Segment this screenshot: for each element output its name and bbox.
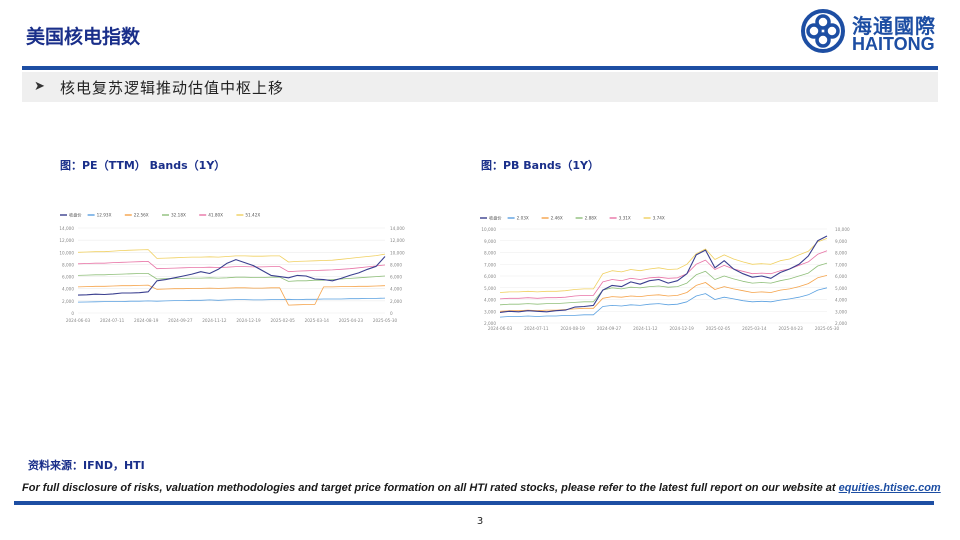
y-tick-label-left: 14,000 bbox=[59, 226, 74, 231]
y-tick-label-right: 14,000 bbox=[390, 226, 405, 231]
series-line-2.46X bbox=[499, 275, 828, 312]
y-tick-label-left: 10,000 bbox=[481, 227, 496, 232]
section-heading: 核电复苏逻辑推动估值中枢上移 bbox=[60, 79, 285, 97]
legend-label: 2.46X bbox=[551, 216, 563, 221]
y-tick-label-left: 9,000 bbox=[484, 239, 496, 244]
x-tick-label: 2025-05-30 bbox=[815, 326, 840, 331]
series-line-41.80X bbox=[77, 261, 386, 273]
x-tick-label: 2024-11-12 bbox=[633, 326, 658, 331]
x-tick-label: 2025-02-05 bbox=[706, 326, 731, 331]
legend-label: 32.18X bbox=[171, 213, 186, 218]
y-tick-label-right: 4,000 bbox=[835, 298, 847, 303]
series-line-收盘价 bbox=[499, 235, 828, 313]
x-tick-label: 2024-06-03 bbox=[488, 326, 513, 331]
disclaimer: For full disclosure of risks, valuation … bbox=[22, 482, 941, 494]
y-tick-label-left: 6,000 bbox=[484, 274, 496, 279]
series-line-22.56X bbox=[77, 284, 386, 306]
y-tick-label-right: 7,000 bbox=[835, 262, 847, 267]
y-tick-label-left: 8,000 bbox=[484, 251, 496, 256]
y-tick-label-left: 3,000 bbox=[484, 309, 496, 314]
y-tick-label-right: 10,000 bbox=[390, 250, 405, 255]
logo-cn-text: 海通國際 bbox=[852, 14, 936, 38]
legend-label: 3.31X bbox=[619, 216, 631, 221]
disclaimer-text: For full disclosure of risks, valuation … bbox=[22, 482, 836, 494]
y-tick-label-right: 2,000 bbox=[835, 321, 847, 326]
series-line-51.42X bbox=[77, 249, 386, 263]
page-number: 3 bbox=[476, 516, 484, 527]
y-tick-label-right: 2,000 bbox=[390, 299, 402, 304]
legend-label: 收盘价 bbox=[489, 215, 502, 222]
y-tick-label-right: 3,000 bbox=[835, 309, 847, 314]
pb-chart-caption: 图：PB Bands（1Y） bbox=[481, 159, 599, 172]
y-tick-label-left: 4,000 bbox=[62, 287, 74, 292]
arrow-bullet-icon: ➤ bbox=[34, 79, 45, 94]
y-tick-label-left: 12,000 bbox=[59, 238, 74, 243]
x-tick-label: 2024-06-03 bbox=[66, 318, 91, 323]
logo-en-text: HAITONG bbox=[852, 34, 935, 54]
pb-bands-chart: 2,000 2,000 3,000 3,000 4,000 4,000 5,000 5,000… bbox=[480, 215, 850, 331]
y-tick-label-left: 10,000 bbox=[59, 250, 74, 255]
legend-label: 41.80X bbox=[208, 213, 223, 218]
footer-divider bbox=[14, 501, 934, 505]
y-tick-label-right: 4,000 bbox=[390, 287, 402, 292]
y-tick-label-left: 0 bbox=[71, 311, 74, 316]
pe-bands-chart: 0 0 2,000 2,000 4,000 4,000 6,000 6,000 8,000 8,0… bbox=[59, 212, 405, 324]
x-tick-label: 2024-12-19 bbox=[236, 318, 261, 323]
x-tick-label: 2025-05-30 bbox=[373, 318, 398, 323]
x-tick-label: 2025-04-23 bbox=[339, 318, 364, 323]
x-tick-label: 2025-03-14 bbox=[742, 326, 767, 331]
series-line-12.93X bbox=[77, 297, 386, 303]
legend-label: 12.93X bbox=[97, 213, 112, 218]
legend-label: 收盘价 bbox=[69, 212, 82, 219]
y-tick-label-left: 5,000 bbox=[484, 286, 496, 291]
y-tick-label-right: 8,000 bbox=[390, 262, 402, 267]
y-tick-label-right: 6,000 bbox=[835, 274, 847, 279]
header-divider bbox=[22, 66, 938, 70]
haitong-logo: 海通國際 HAITONG bbox=[800, 8, 940, 58]
x-tick-label: 2024-12-19 bbox=[669, 326, 694, 331]
y-tick-label-left: 8,000 bbox=[62, 262, 74, 267]
series-line-32.18X bbox=[77, 273, 386, 282]
x-tick-label: 2024-07-11 bbox=[100, 318, 125, 323]
y-tick-label-right: 0 bbox=[390, 311, 393, 316]
haitong-logo-icon bbox=[801, 9, 845, 53]
series-line-3.74X bbox=[499, 238, 828, 293]
pe-chart-caption: 图：PE（TTM） Bands（1Y） bbox=[60, 159, 226, 172]
x-tick-label: 2024-08-19 bbox=[134, 318, 159, 323]
series-line-2.03X bbox=[499, 287, 828, 318]
legend-label: 2.03X bbox=[517, 216, 529, 221]
x-tick-label: 2025-03-14 bbox=[305, 318, 330, 323]
y-tick-label-left: 4,000 bbox=[484, 298, 496, 303]
legend-label: 22.56X bbox=[134, 213, 149, 218]
y-tick-label-left: 2,000 bbox=[62, 299, 74, 304]
website-link[interactable]: equities.htisec.com bbox=[838, 482, 941, 494]
y-tick-label-right: 12,000 bbox=[390, 238, 405, 243]
legend-label: 2.88X bbox=[585, 216, 597, 221]
y-tick-label-right: 10,000 bbox=[835, 227, 850, 232]
source-note: 资料来源：IFND，HTI bbox=[28, 459, 145, 472]
x-tick-label: 2024-07-11 bbox=[524, 326, 549, 331]
series-line-2.88X bbox=[499, 262, 828, 306]
x-tick-label: 2024-11-12 bbox=[202, 318, 227, 323]
y-tick-label-left: 6,000 bbox=[62, 275, 74, 280]
y-tick-label-left: 2,000 bbox=[484, 321, 496, 326]
legend-label: 51.42X bbox=[245, 213, 260, 218]
y-tick-label-right: 8,000 bbox=[835, 251, 847, 256]
y-tick-label-left: 7,000 bbox=[484, 262, 496, 267]
legend-label: 3.74X bbox=[653, 216, 665, 221]
y-tick-label-right: 6,000 bbox=[390, 275, 402, 280]
x-tick-label: 2024-09-27 bbox=[597, 326, 622, 331]
series-line-收盘价 bbox=[77, 256, 386, 296]
y-tick-label-right: 9,000 bbox=[835, 239, 847, 244]
series-line-3.31X bbox=[499, 250, 828, 300]
page-title: 美国核电指数 bbox=[26, 26, 141, 48]
y-tick-label-right: 5,000 bbox=[835, 286, 847, 291]
section-heading-bar: ➤ 核电复苏逻辑推动估值中枢上移 bbox=[22, 72, 938, 102]
x-tick-label: 2025-04-23 bbox=[778, 326, 803, 331]
x-tick-label: 2025-02-05 bbox=[270, 318, 295, 323]
x-tick-label: 2024-08-19 bbox=[560, 326, 585, 331]
x-tick-label: 2024-09-27 bbox=[168, 318, 193, 323]
